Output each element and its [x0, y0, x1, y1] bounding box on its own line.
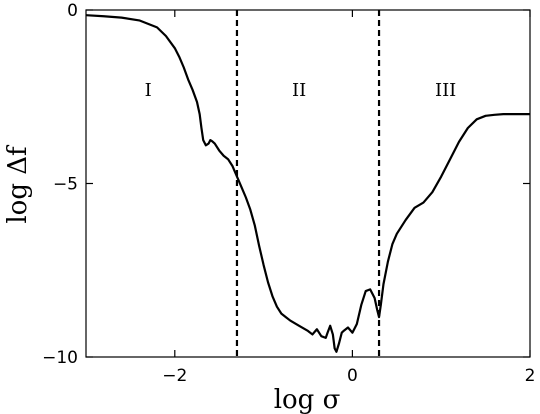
x-tick-label: 0 [347, 366, 358, 386]
y-axis-label: log Δf [3, 144, 33, 224]
series-line-0 [86, 14, 530, 353]
region-label-2: II [292, 80, 306, 101]
axes: I II III−2 0 20−5−10 [42, 1, 535, 386]
x-tick-label: −2 [162, 366, 187, 386]
y-tick-label: 0 [67, 1, 78, 21]
plot-area [86, 10, 530, 357]
y-tick-label: −10 [42, 348, 78, 368]
region-label-1: I [145, 80, 152, 101]
x-tick-label: 2 [525, 366, 536, 386]
x-axis-label: log σ [274, 385, 341, 414]
plot-frame [85, 9, 531, 358]
y-tick-label: −5 [53, 175, 78, 195]
region-label-3: III [435, 80, 456, 101]
